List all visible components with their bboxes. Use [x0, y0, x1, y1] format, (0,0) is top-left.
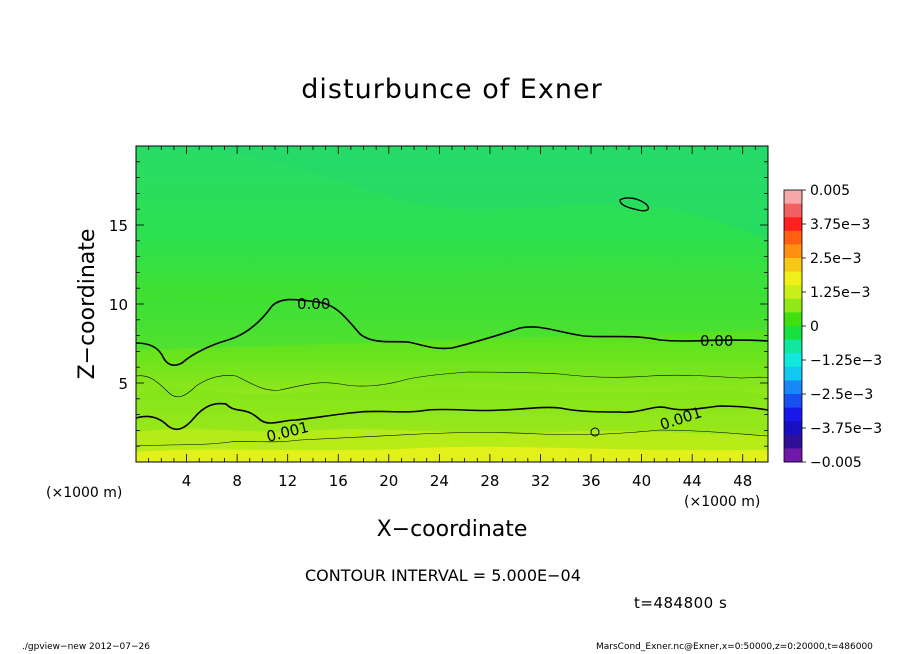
y-tick-label: 10 [109, 296, 128, 314]
colorbar-segment [784, 190, 802, 205]
x-tick-label: 36 [581, 472, 600, 490]
x-axis-label: X−coordinate [377, 517, 528, 542]
field-band-mid [136, 262, 768, 350]
colorbar-label: 0.005 [810, 183, 850, 199]
colorbar-label: −0.005 [810, 455, 862, 471]
time-label: t=484800 s [634, 594, 728, 612]
x-tick-label: 24 [430, 472, 449, 490]
colorbar-segment [784, 244, 802, 259]
x-tick-label: 4 [182, 472, 192, 490]
x-tick-label: 40 [632, 472, 651, 490]
colorbar-segment [784, 380, 802, 395]
x-tick-label: 28 [480, 472, 499, 490]
contour-line-zero [136, 298, 768, 366]
colorbar-segment [784, 394, 802, 409]
footer-source: MarsCond_Exner.nc@Exner,x=0:50000,z=0:20… [596, 642, 873, 652]
x-tick-label: 12 [278, 472, 297, 490]
contour-fill: 0.00 0.00 0.001 0.001 [136, 146, 768, 462]
contour-island-top [619, 197, 650, 212]
colorbar-segment [784, 434, 802, 449]
colorbar-label: 3.75e−3 [810, 217, 870, 233]
colorbar-segment [784, 298, 802, 313]
x-tick-label: 44 [683, 472, 702, 490]
colorbar-segment [784, 285, 802, 300]
y-axis-label: Z−coordinate [75, 229, 100, 380]
colorbar-segment [784, 353, 802, 368]
contour-interval: CONTOUR INTERVAL = 5.000E−04 [305, 566, 581, 585]
contour-line-thin-lower [136, 429, 768, 447]
field-band-floor [136, 446, 768, 462]
colorbar-label: −3.75e−3 [810, 421, 882, 437]
colorbar-segment [784, 230, 802, 245]
colorbar [784, 190, 802, 463]
x-axis-ticks: 4 8 12 16 20 24 28 32 36 40 44 48 [135, 146, 769, 490]
footer-program-date: ./gpview−new 2012−07−26 [22, 642, 150, 652]
colorbar-segment [784, 339, 802, 354]
contour-island-small [590, 427, 600, 437]
colorbar-labels: 0.005 3.75e−3 2.5e−3 1.25e−3 0 −1.25e−3 −2.5e−… [802, 183, 882, 471]
colorbar-segment [784, 448, 802, 463]
x-unit-label-right: (×1000 m) [684, 494, 760, 510]
contour-label-zero-left: 0.00 [297, 295, 330, 313]
colorbar-label: 1.25e−3 [810, 285, 870, 301]
colorbar-segment [784, 271, 802, 286]
colorbar-segment [784, 421, 802, 436]
x-tick-label: 8 [232, 472, 242, 490]
colorbar-segment [784, 312, 802, 327]
chart-title: disturbunce of Exner [301, 74, 603, 105]
y-tick-label: 5 [118, 375, 128, 393]
y-axis-ticks: 5 10 15 [109, 145, 768, 463]
colorbar-label: −1.25e−3 [810, 353, 882, 369]
colorbar-segment [784, 326, 802, 341]
colorbar-segment [784, 366, 802, 381]
colorbar-label: −2.5e−3 [810, 387, 873, 403]
x-tick-label: 32 [531, 472, 550, 490]
colorbar-label: 2.5e−3 [810, 251, 862, 267]
colorbar-label: 0 [810, 319, 819, 335]
x-unit-label-left: (×1000 m) [46, 485, 122, 501]
x-tick-label: 16 [329, 472, 348, 490]
contour-label-zero-right: 0.00 [700, 332, 733, 350]
colorbar-segment [784, 407, 802, 422]
colorbar-segment [784, 258, 802, 273]
colorbar-segment [784, 203, 802, 218]
x-tick-label: 20 [379, 472, 398, 490]
contour-line-thin-upper [136, 371, 768, 398]
field-band-upper [136, 146, 768, 240]
colorbar-segment [784, 217, 802, 232]
y-tick-label: 15 [109, 217, 128, 235]
x-tick-label: 48 [733, 472, 752, 490]
contour-line-001 [136, 402, 768, 431]
